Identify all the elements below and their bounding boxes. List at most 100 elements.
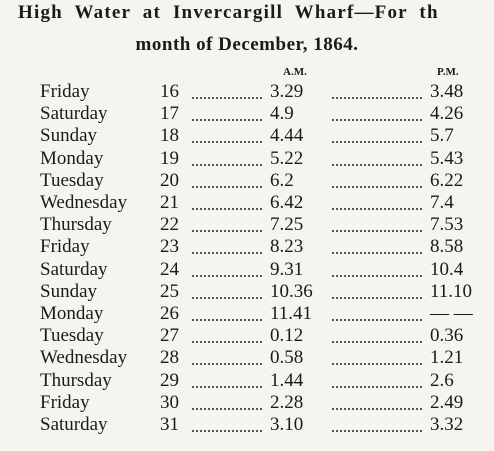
day: Friday [40, 391, 90, 413]
leader [192, 296, 262, 299]
day: Tuesday [40, 169, 104, 191]
date: 23 [160, 236, 179, 258]
date: 26 [160, 303, 179, 324]
leader [192, 119, 262, 122]
leader [332, 185, 422, 188]
leader [332, 97, 422, 99]
day: Sunday [40, 280, 97, 302]
date: 16 [160, 81, 179, 102]
leader [192, 385, 262, 388]
leader [192, 407, 262, 410]
day: Monday [40, 303, 104, 324]
pm-time: 4.26 [430, 103, 464, 125]
am-time: 5.22 [270, 147, 304, 169]
am-time: 4.44 [270, 125, 304, 147]
leader [192, 341, 262, 344]
date: 20 [160, 169, 179, 191]
am-time: 6.42 [270, 192, 304, 213]
leader [332, 141, 422, 144]
leader [332, 385, 422, 388]
am-time: 3.29 [270, 81, 304, 102]
leader [192, 363, 262, 366]
date: 27 [160, 325, 179, 347]
subtitle: month of December, 1864. [135, 34, 359, 55]
day: Tuesday [40, 325, 104, 347]
leader [332, 274, 422, 277]
pm-time: 11.10 [430, 280, 473, 302]
pm-time: 5.7 [430, 125, 454, 147]
leader [192, 230, 262, 233]
leader [332, 230, 422, 233]
leader [332, 163, 422, 166]
day: Thursday [40, 369, 112, 391]
leader [192, 319, 262, 321]
day: Friday [40, 236, 90, 258]
pm-time: 6.22 [430, 169, 464, 191]
am-time: 1.44 [270, 369, 304, 391]
am-time: 4.9 [270, 103, 294, 125]
day: Saturday [40, 258, 108, 280]
leader [192, 274, 262, 277]
pm-time: 0.36 [430, 325, 464, 347]
date: 17 [160, 103, 179, 125]
pm-time: 1.21 [430, 347, 464, 369]
column-header: A.M. [283, 66, 307, 78]
leader [332, 363, 422, 366]
day: Friday [40, 81, 90, 102]
day: Sunday [40, 125, 97, 147]
day: Monday [40, 147, 104, 169]
date: 19 [160, 147, 179, 169]
pm-time: 10.4 [430, 258, 464, 280]
pm-time: 3.32 [430, 414, 464, 435]
day: Saturday [40, 414, 108, 435]
leader [332, 208, 422, 210]
am-time: 8.23 [270, 236, 304, 258]
am-time: 9.31 [270, 258, 304, 280]
day: Wednesday [40, 347, 128, 369]
column-header: P.M. [437, 66, 459, 78]
pm-time: 2.49 [430, 391, 464, 413]
am-time: 7.25 [270, 214, 304, 236]
pm-time: 5.43 [430, 147, 464, 169]
date: 18 [160, 125, 179, 147]
leader [192, 208, 262, 210]
pm-time: 7.53 [430, 214, 464, 236]
pm-time: 7.4 [430, 192, 454, 213]
day: Wednesday [40, 192, 128, 213]
date: 28 [160, 347, 179, 369]
leader [192, 252, 262, 255]
date: 29 [160, 369, 179, 391]
date: 24 [160, 258, 179, 280]
date: 30 [160, 391, 179, 413]
pm-time: 3.48 [430, 81, 464, 102]
day: Thursday [40, 214, 112, 236]
title: High Water at Invercargill Wharf—For th [18, 2, 439, 23]
leader [332, 296, 422, 299]
am-time: 0.12 [270, 325, 304, 347]
leader [332, 430, 422, 432]
pm-time: 2.6 [430, 369, 454, 391]
date: 31 [160, 414, 179, 435]
am-time: 6.2 [270, 169, 294, 191]
pm-time: — — [430, 303, 473, 324]
leader [192, 141, 262, 144]
date: 25 [160, 280, 179, 302]
leader [332, 252, 422, 255]
leader [332, 119, 422, 122]
pm-time: 8.58 [430, 236, 464, 258]
leader [192, 163, 262, 166]
am-time: 0.58 [270, 347, 304, 369]
am-time: 2.28 [270, 391, 304, 413]
leader [192, 97, 262, 99]
date: 22 [160, 214, 179, 236]
leader [332, 407, 422, 410]
am-time: 3.10 [270, 414, 304, 435]
leader [332, 319, 422, 321]
am-time: 11.41 [270, 303, 313, 324]
leader [192, 430, 262, 432]
am-time: 10.36 [270, 280, 313, 302]
leader [332, 341, 422, 344]
date: 21 [160, 192, 179, 213]
day: Saturday [40, 103, 108, 125]
